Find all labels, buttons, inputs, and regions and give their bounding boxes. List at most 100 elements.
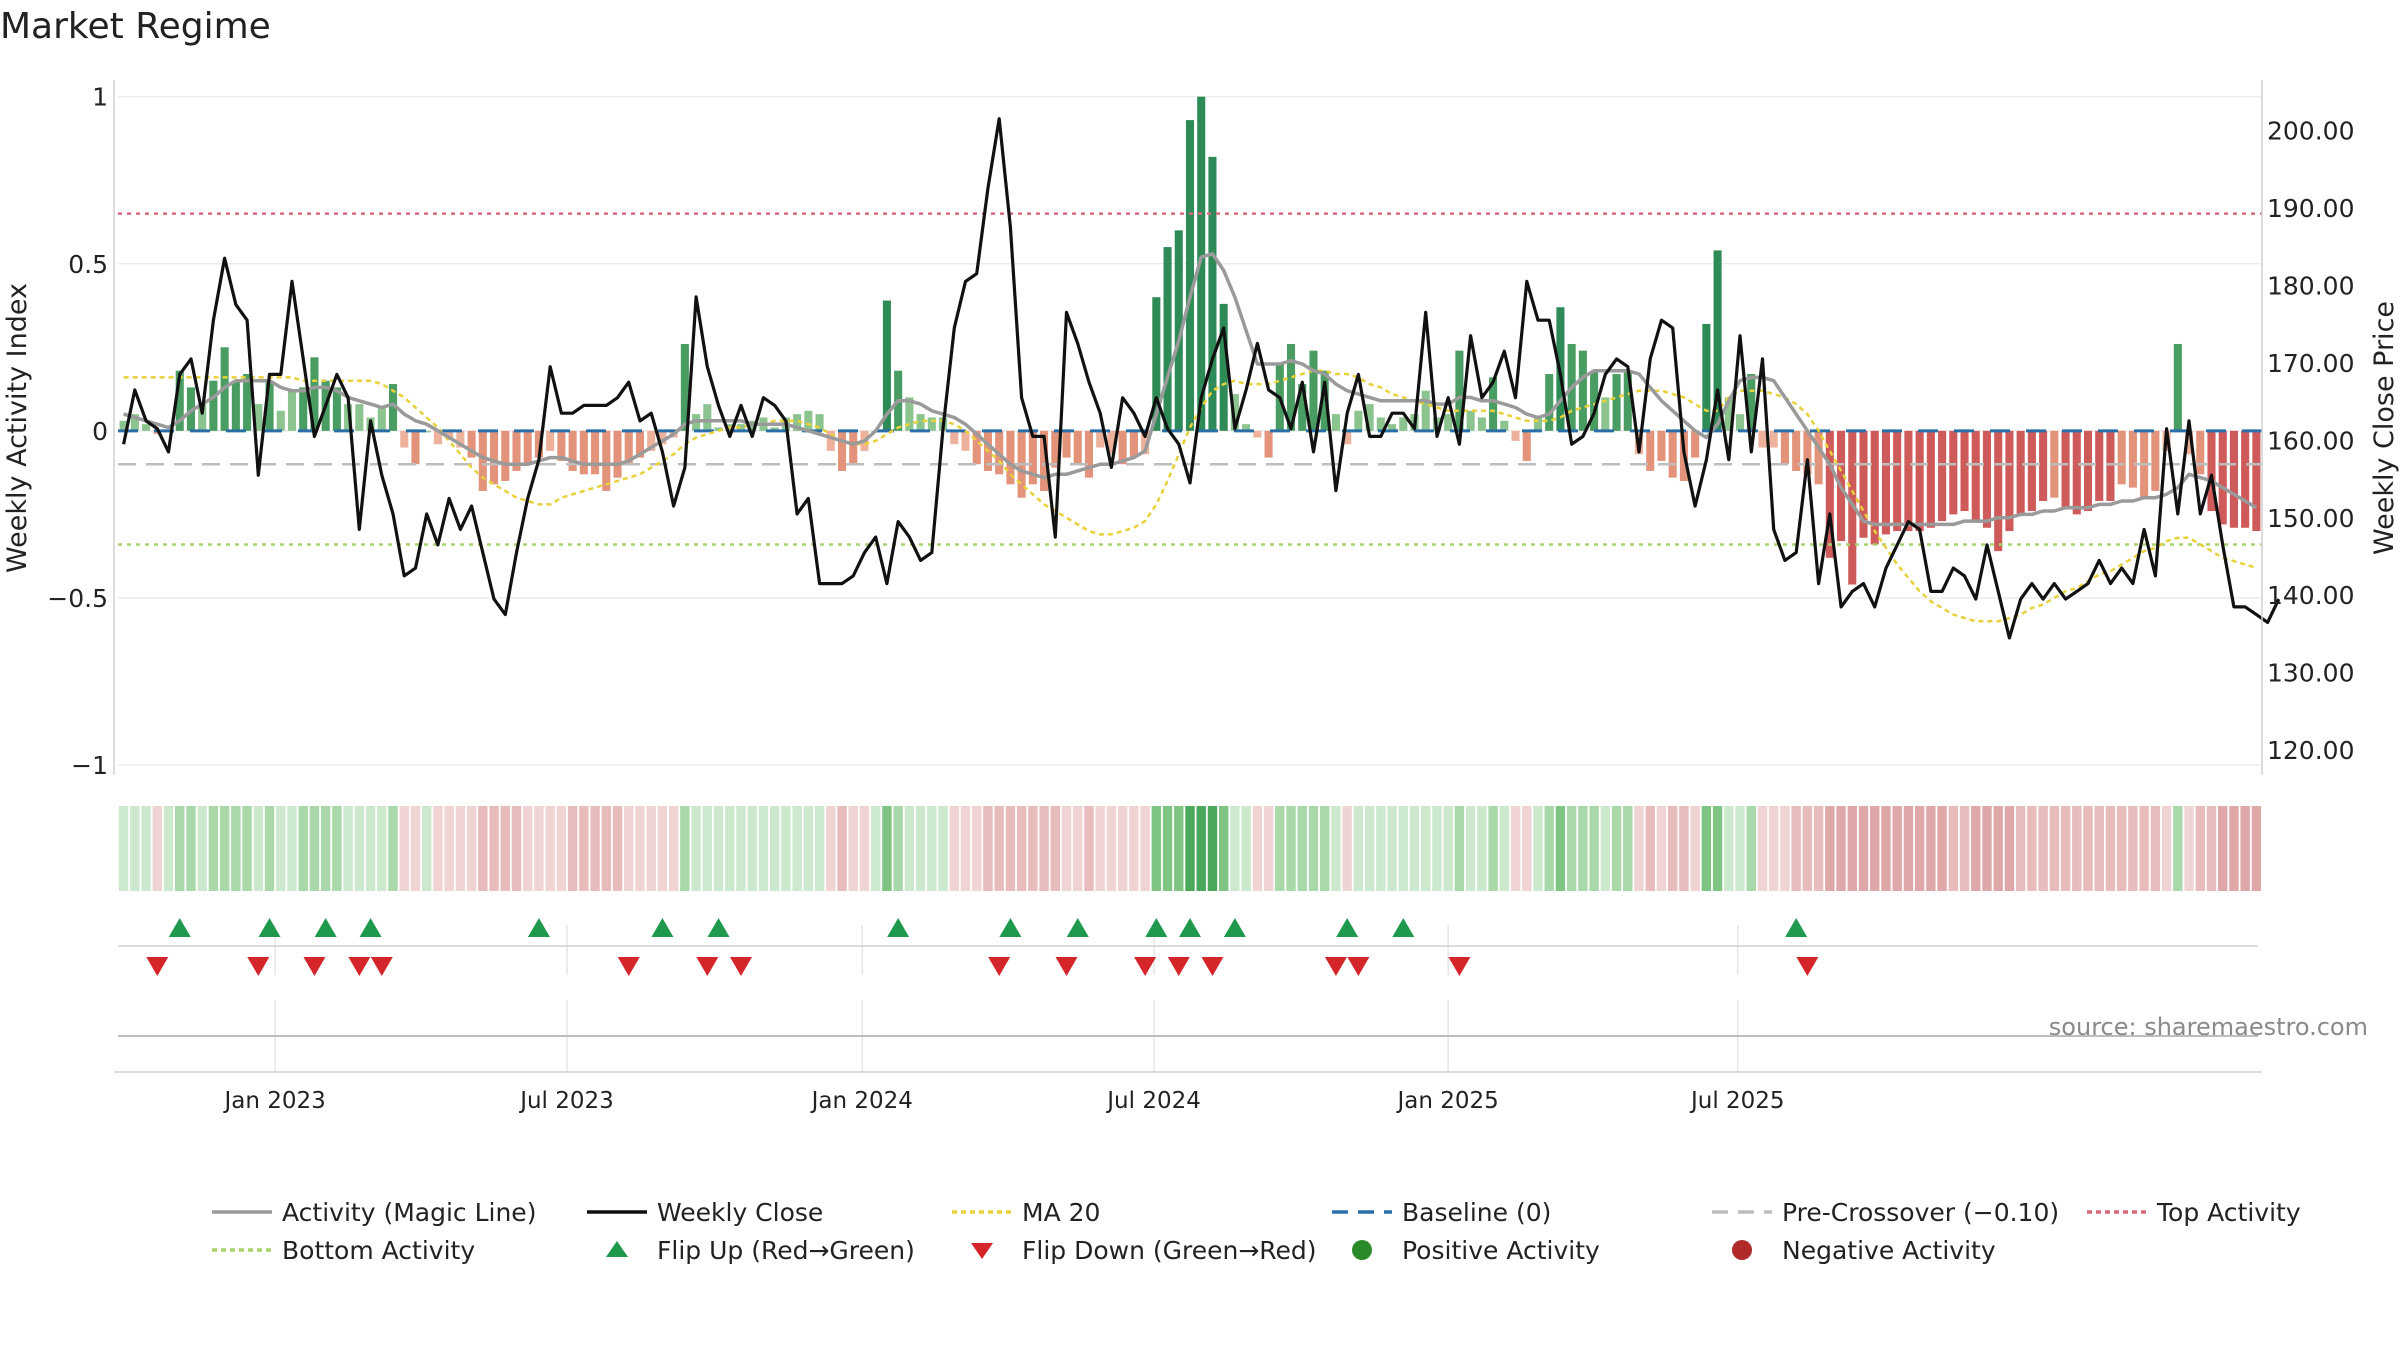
regime-cell <box>1106 806 1117 891</box>
regime-cell <box>904 806 915 891</box>
regime-cell <box>1477 806 1487 891</box>
legend-swatch-top <box>2087 1210 2147 1214</box>
activity-bar <box>490 430 499 485</box>
flip-up-marker <box>1336 918 1359 937</box>
regime-cell <box>523 806 533 891</box>
activity-bar <box>175 370 184 431</box>
flip-up-marker <box>1179 918 1201 937</box>
regime-cell <box>1555 806 1566 891</box>
regime-cell <box>2015 806 2026 891</box>
activity-bar <box>1904 430 1913 532</box>
regime-cell <box>870 806 881 891</box>
regime-cell <box>713 806 724 891</box>
activity-bar <box>1107 430 1116 455</box>
regime-cell <box>2184 806 2194 891</box>
regime-cell <box>1757 806 1768 891</box>
regime-cell <box>769 806 780 891</box>
regime-cell <box>1611 806 1622 891</box>
x-tick-label: Jul 2024 <box>1105 1088 1201 1114</box>
flip-up-marker <box>887 918 910 937</box>
regime-cell <box>1342 806 1352 891</box>
right-tick-label: 200.00 <box>2267 116 2354 145</box>
activity-bar <box>433 430 442 445</box>
activity-bar <box>1825 430 1834 558</box>
activity-bar <box>950 430 959 445</box>
regime-cell <box>231 806 241 891</box>
activity-bar <box>2027 430 2036 512</box>
regime-cell <box>1600 806 1611 891</box>
regime-cell <box>1522 806 1532 891</box>
activity-bar <box>1477 417 1486 431</box>
regime-cell <box>1174 806 1184 891</box>
activity-bar <box>388 384 398 431</box>
regime-cell <box>1802 806 1813 891</box>
activity-bar <box>579 430 588 475</box>
flip-up-marker <box>707 918 730 937</box>
legend-label-flipup: Flip Up (Red→Green) <box>657 1235 915 1265</box>
activity-bar <box>1298 384 1307 431</box>
regime-cell <box>590 806 600 891</box>
regime-cell <box>567 806 578 891</box>
regime-cell <box>837 806 847 891</box>
regime-cell <box>1286 806 1296 891</box>
legend-item-activity: Activity (Magic Line) <box>210 1195 536 1229</box>
regime-cell <box>725 806 735 891</box>
regime-cell <box>1387 806 1397 891</box>
regime-cell <box>747 806 757 891</box>
activity-bar <box>1331 414 1340 431</box>
activity-bar <box>1724 397 1733 431</box>
activity-bar <box>1870 430 1879 545</box>
activity-bar <box>2005 430 2014 532</box>
activity-bar <box>523 430 532 465</box>
activity-bar <box>1253 430 1262 438</box>
activity-bar <box>916 414 925 431</box>
flip-down-marker <box>696 957 719 976</box>
regime-cell <box>1028 806 1038 891</box>
left-tick-label: 0.5 <box>68 250 108 279</box>
regime-cell <box>972 806 982 891</box>
activity-bar <box>1949 430 1958 515</box>
regime-cell <box>1005 806 1016 891</box>
legend-swatch-pos <box>1352 1240 1372 1260</box>
activity-bar <box>119 420 128 431</box>
regime-cell <box>365 806 376 891</box>
activity-bar <box>714 427 723 431</box>
y-axis-label-right: Weekly Close Price <box>2369 301 2400 555</box>
activity-bar <box>2128 430 2137 488</box>
activity-bar <box>1982 430 1992 528</box>
activity-bar <box>1096 430 1105 448</box>
regime-cell <box>455 806 466 891</box>
regime-cell <box>175 806 185 891</box>
regime-cell <box>152 806 163 891</box>
flip-down-marker <box>617 957 640 976</box>
legend-item-flipdown: Flip Down (Green→Red) <box>950 1233 1317 1267</box>
right-tick-label: 170.00 <box>2267 349 2354 378</box>
activity-bar <box>1421 390 1430 431</box>
regime-cell <box>511 806 522 891</box>
activity-bar <box>209 380 218 431</box>
activity-bar <box>837 430 847 471</box>
activity-bar <box>1859 430 1868 538</box>
activity-bar <box>1545 374 1554 431</box>
regime-cell <box>1241 806 1251 891</box>
regime-cell <box>186 806 196 891</box>
activity-bar <box>2016 430 2025 515</box>
activity-bar <box>905 397 914 431</box>
regime-cell <box>601 806 612 891</box>
activity-bar <box>1264 430 1273 458</box>
flip-down-marker <box>247 957 270 976</box>
activity-bar <box>804 410 813 431</box>
regime-cell <box>298 806 308 891</box>
regime-cell <box>1746 806 1756 891</box>
legend-label-pre: Pre-Crossover (−0.10) <box>1782 1197 2060 1227</box>
activity-bar <box>2241 430 2250 528</box>
regime-cell <box>657 806 668 891</box>
legend-item-ma20: MA 20 <box>950 1195 1100 1229</box>
regime-cell <box>960 806 971 891</box>
regime-cell <box>1881 806 1891 891</box>
x-tick-label: Jan 2025 <box>1396 1088 1499 1114</box>
activity-bar <box>1960 430 1969 512</box>
legend-item-flipup: Flip Up (Red→Green) <box>585 1233 915 1267</box>
regime-cell <box>1892 806 1902 891</box>
flip-up-marker <box>1145 918 1168 937</box>
